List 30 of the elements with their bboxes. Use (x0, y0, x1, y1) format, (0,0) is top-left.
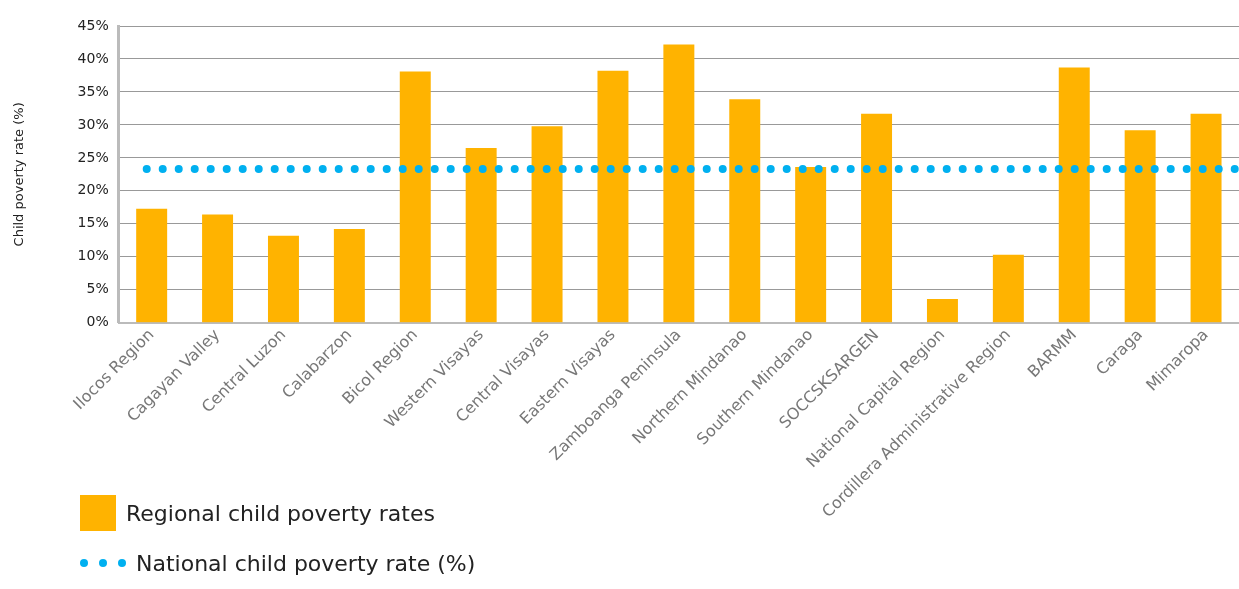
bar (597, 70, 629, 323)
bar (465, 147, 497, 323)
legend-label: Regional child poverty rates (126, 500, 435, 526)
y-tick-label: 20% (77, 181, 109, 198)
y-tick-label: 10% (77, 247, 109, 264)
y-tick-label: 30% (77, 115, 109, 132)
bar (926, 298, 958, 323)
bar (1124, 130, 1156, 323)
y-tick-label: 15% (77, 214, 109, 231)
legend-label: National child poverty rate (%) (136, 550, 476, 576)
bar (267, 235, 299, 323)
y-tick-label: 0% (86, 313, 109, 330)
bar (136, 208, 168, 323)
bar (399, 71, 431, 323)
bar (202, 214, 234, 323)
bar (795, 167, 827, 323)
y-axis-title: Child poverty rate (%) (11, 102, 27, 247)
bar (729, 99, 761, 323)
bar (992, 254, 1024, 323)
y-tick-label: 35% (77, 82, 109, 99)
bar (1190, 113, 1222, 323)
y-tick-label: 40% (77, 49, 109, 66)
y-tick-label: 45% (77, 16, 109, 33)
y-tick-label: 5% (86, 280, 109, 297)
bar (861, 113, 893, 323)
bar (663, 44, 695, 323)
y-tick-label: 25% (77, 148, 109, 165)
bar (531, 126, 563, 323)
bar (333, 229, 365, 323)
bar (1058, 67, 1090, 323)
